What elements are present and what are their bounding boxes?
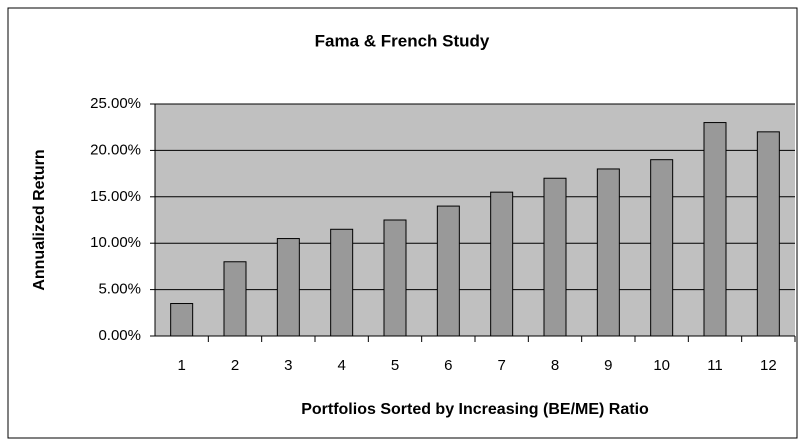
x-tick-label: 6 bbox=[444, 357, 452, 374]
bar bbox=[490, 191, 514, 337]
bar bbox=[650, 159, 674, 337]
x-tick-label: 2 bbox=[231, 357, 239, 374]
y-tick-label: 5.00% bbox=[98, 281, 141, 298]
bar bbox=[543, 177, 567, 337]
bar bbox=[436, 205, 460, 337]
bar bbox=[223, 261, 247, 337]
bar bbox=[276, 238, 300, 337]
x-tick-label: 12 bbox=[760, 357, 777, 374]
x-tick-label: 1 bbox=[177, 357, 185, 374]
bar bbox=[170, 303, 194, 337]
y-tick-label: 20.00% bbox=[90, 141, 141, 158]
chart-title: Fama & French Study bbox=[315, 31, 490, 50]
x-tick-label: 7 bbox=[497, 357, 505, 374]
x-tick-label: 10 bbox=[653, 357, 670, 374]
bar bbox=[756, 131, 780, 337]
x-tick-label: 8 bbox=[551, 357, 559, 374]
y-tick-label: 10.00% bbox=[90, 234, 141, 251]
x-tick-label: 11 bbox=[707, 357, 723, 374]
y-tick-label: 0.00% bbox=[98, 327, 141, 344]
y-tick-label: 15.00% bbox=[90, 188, 141, 205]
x-tick-label: 3 bbox=[284, 357, 292, 374]
bar bbox=[330, 228, 354, 337]
bar bbox=[383, 219, 407, 337]
bar bbox=[703, 122, 727, 337]
bar bbox=[596, 168, 620, 337]
x-axis-title: Portfolios Sorted by Increasing (BE/ME) … bbox=[301, 401, 649, 418]
x-tick-label: 4 bbox=[337, 357, 345, 374]
y-axis-title: Annualized Return bbox=[31, 149, 48, 290]
x-tick-label: 5 bbox=[391, 357, 399, 374]
plot-area bbox=[155, 104, 795, 336]
x-tick-label: 9 bbox=[604, 357, 612, 374]
y-tick-label: 25.00% bbox=[90, 95, 141, 112]
